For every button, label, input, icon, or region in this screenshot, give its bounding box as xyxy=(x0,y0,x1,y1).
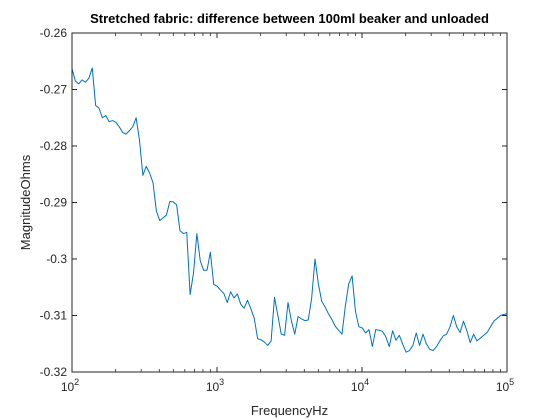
series-line-0 xyxy=(71,67,508,353)
y-tick-label: -0.28 xyxy=(40,139,68,153)
y-axis-label: MagnitudeOhms xyxy=(18,154,33,250)
y-tick-label: -0.32 xyxy=(40,365,68,379)
ticks-group: -0.32 -0.31 -0.3 -0.29 -0.28 -0.27 -0.26 102 103… xyxy=(40,26,515,394)
y-tick-label: -0.3 xyxy=(46,252,67,266)
series-group xyxy=(71,67,508,353)
x-axis-label: FrequencyHz xyxy=(251,403,328,418)
plot-area xyxy=(72,33,507,372)
y-tick-label: -0.29 xyxy=(40,196,68,210)
x-tick-label: 104 xyxy=(351,377,369,394)
y-tick-label: -0.31 xyxy=(40,309,68,323)
chart-title: Stretched fabric: difference between 100… xyxy=(90,11,489,26)
y-tick-label: -0.26 xyxy=(40,26,68,40)
x-tick-label: 102 xyxy=(61,377,79,394)
y-tick-label: -0.27 xyxy=(40,83,68,97)
x-tick-label: 105 xyxy=(496,377,514,394)
x-tick-label: 103 xyxy=(206,377,224,394)
